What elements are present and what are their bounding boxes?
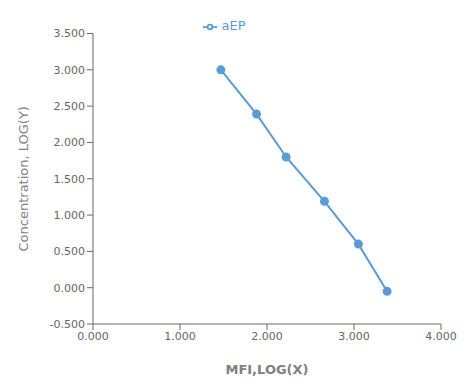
svg-text:MFI,LOG(X): MFI,LOG(X) (225, 362, 308, 377)
svg-text:1.000: 1.000 (54, 209, 86, 222)
svg-text:3.500: 3.500 (54, 27, 86, 40)
svg-text:2.500: 2.500 (54, 100, 86, 113)
svg-text:-0.500: -0.500 (50, 318, 85, 331)
svg-text:Concentration, LOG(Y): Concentration, LOG(Y) (16, 106, 31, 251)
svg-text:3.000: 3.000 (338, 330, 370, 343)
svg-text:2.000: 2.000 (251, 330, 283, 343)
svg-text:2.000: 2.000 (54, 136, 86, 149)
svg-text:1.000: 1.000 (164, 330, 196, 343)
svg-text:0.000: 0.000 (54, 282, 86, 295)
svg-text:0.500: 0.500 (54, 245, 86, 258)
svg-text:4.000: 4.000 (425, 330, 457, 343)
svg-text:3.000: 3.000 (54, 64, 86, 77)
svg-text:0.000: 0.000 (77, 330, 109, 343)
html-text:aEP: aEP (221, 18, 246, 33)
svg-text:1.500: 1.500 (54, 173, 86, 186)
